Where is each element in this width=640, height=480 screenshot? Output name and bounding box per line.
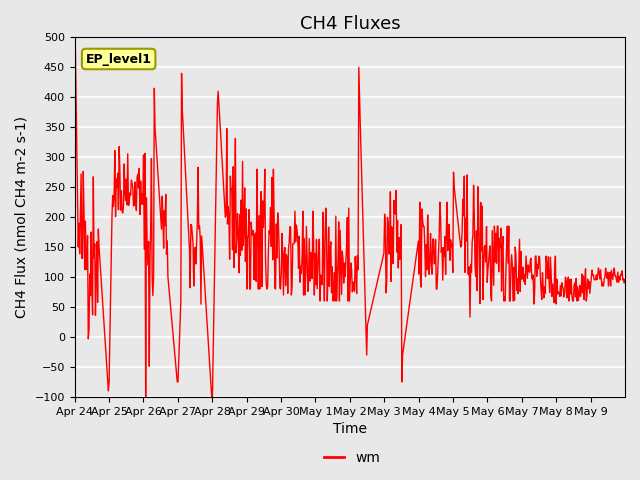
Legend: wm: wm xyxy=(318,445,386,471)
Title: CH4 Fluxes: CH4 Fluxes xyxy=(300,15,400,33)
Text: EP_level1: EP_level1 xyxy=(86,52,152,65)
X-axis label: Time: Time xyxy=(333,422,367,436)
Y-axis label: CH4 Flux (nmol CH4 m-2 s-1): CH4 Flux (nmol CH4 m-2 s-1) xyxy=(15,116,29,318)
